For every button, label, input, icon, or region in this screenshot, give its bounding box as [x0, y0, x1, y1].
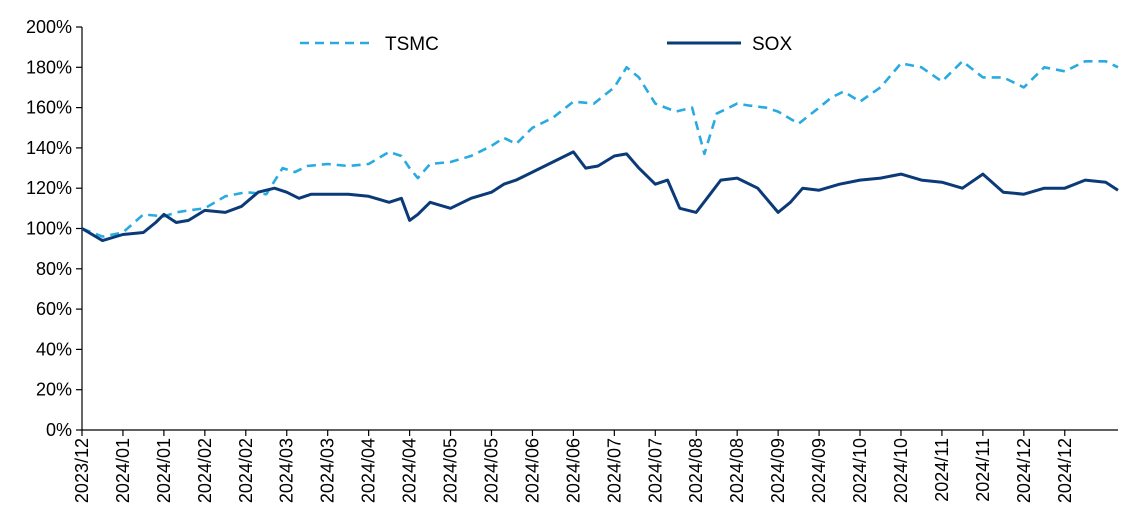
- y-tick-label: 80%: [36, 259, 72, 279]
- x-tick-label: 2024/07: [645, 438, 665, 503]
- legend: TSMC SOX: [300, 34, 792, 55]
- x-tick-label: 2024/04: [400, 438, 420, 503]
- x-tick-label: 2024/11: [973, 438, 993, 502]
- legend-label-sox: SOX: [752, 34, 792, 55]
- x-tick-label: 2024/11: [932, 438, 952, 502]
- y-tick-label: 0%: [46, 420, 72, 440]
- x-tick-label: 2024/12: [1055, 438, 1075, 503]
- x-tick-label: 2024/01: [113, 438, 133, 503]
- x-tick-label: 2024/07: [604, 438, 624, 503]
- series-layer: [81, 59, 1119, 243]
- y-axis: 0% 20% 40% 60% 80% 100% 120% 140% 160% 180% 200%: [26, 17, 83, 440]
- y-tick-label: 60%: [36, 299, 72, 319]
- x-tick-label: 2024/09: [809, 438, 829, 503]
- series-line-sox: [81, 150, 1119, 243]
- x-tick-label: 2024/03: [318, 438, 338, 503]
- y-tick-label: 100%: [26, 219, 72, 239]
- x-tick-label: 2024/05: [481, 438, 501, 503]
- x-tick-label: 2023/12: [72, 438, 92, 503]
- y-tick-label: 180%: [26, 57, 72, 77]
- x-tick-label: 2024/02: [236, 438, 256, 503]
- y-tick-label: 120%: [26, 178, 72, 198]
- y-tick-label: 20%: [36, 380, 72, 400]
- series-line-tsmc: [81, 59, 1119, 238]
- x-tick-label: 2024/09: [768, 438, 788, 503]
- x-tick-label: 2024/06: [563, 438, 583, 503]
- x-tick-label: 2024/10: [891, 438, 911, 503]
- x-tick-label: 2024/06: [522, 438, 542, 503]
- y-tick-label: 200%: [26, 17, 72, 37]
- x-tick-label: 2024/05: [441, 438, 461, 503]
- x-tick-label: 2024/08: [686, 438, 706, 503]
- x-tick-label: 2024/08: [727, 438, 747, 503]
- x-tick-label: 2024/12: [1014, 438, 1034, 503]
- x-tick-label: 2024/02: [195, 438, 215, 503]
- x-tick-label: 2024/04: [359, 438, 379, 503]
- x-tick-label: 2024/03: [277, 438, 297, 503]
- y-tick-label: 160%: [26, 98, 72, 118]
- x-tick-label: 2024/01: [154, 438, 174, 503]
- y-tick-label: 40%: [36, 339, 72, 359]
- y-tick-label: 140%: [26, 138, 72, 158]
- x-tick-label: 2024/10: [850, 438, 870, 503]
- x-axis: 2023/12 2024/01 2024/01 2024/02 2024/02 2024/…: [72, 429, 1118, 503]
- legend-label-tsmc: TSMC: [385, 34, 439, 55]
